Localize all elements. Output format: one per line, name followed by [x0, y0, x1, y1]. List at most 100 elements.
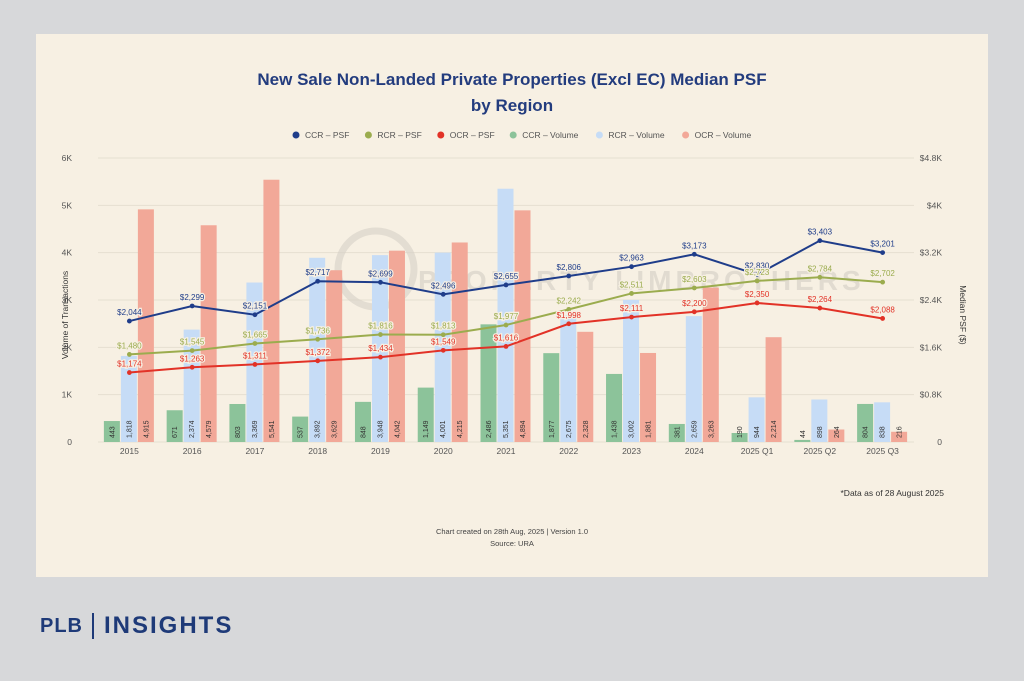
line-value-label: $1,816	[368, 322, 393, 331]
bar-value-label: 5,541	[269, 420, 276, 438]
chart-title: New Sale Non-Landed Private Properties (…	[257, 70, 766, 89]
legend-marker	[682, 131, 690, 139]
line-point	[691, 251, 697, 257]
line-point	[503, 343, 509, 349]
line-value-label: $2,830	[745, 262, 770, 271]
x-tick-label: 2025 Q3	[866, 446, 899, 456]
bar-ccr-volume	[229, 403, 246, 442]
bar-value-label: 3,629	[332, 420, 339, 438]
line-value-label: $1,434	[368, 344, 393, 353]
line-point	[691, 285, 697, 291]
line-value-label: $1,549	[431, 337, 456, 346]
line-point	[378, 332, 383, 337]
line-point	[126, 318, 132, 324]
line-point	[817, 305, 823, 311]
line-value-label: $2,511	[620, 280, 644, 289]
bar-value-label: 1,881	[646, 420, 653, 438]
x-tick-label: 2020	[434, 446, 453, 456]
x-tick-label: 2018	[308, 446, 327, 456]
line-value-label: $2,350	[745, 290, 770, 299]
brand-divider	[92, 613, 94, 639]
bar-rcr-volume	[874, 402, 891, 442]
line-value-label: $2,264	[808, 295, 833, 304]
bar-rcr-volume	[685, 316, 702, 442]
line-value-label: $2,242	[557, 296, 582, 305]
bar-value-label: 1,877	[549, 420, 556, 438]
bar-ocr-volume	[702, 287, 719, 442]
x-tick-label: 2021	[497, 446, 516, 456]
line-point	[189, 348, 195, 353]
bar-value-label: 2,486	[486, 420, 493, 438]
bar-value-label: 848	[360, 426, 367, 438]
bar-value-label: 2,214	[771, 420, 778, 438]
line-point	[378, 279, 383, 285]
line-value-label: $2,200	[682, 299, 707, 308]
bar-ccr-volume	[606, 373, 623, 442]
line-value-label: $2,963	[619, 254, 644, 263]
y-right-tick-label: $2.4K	[920, 295, 943, 305]
bar-value-label: 44	[800, 430, 807, 438]
line-point	[378, 354, 383, 360]
line-point	[629, 314, 634, 320]
line-value-label: $2,088	[870, 305, 895, 314]
line-value-label: $1,977	[494, 312, 519, 321]
x-tick-label: 2023	[622, 446, 641, 456]
footer-source: Source: URA	[490, 539, 534, 548]
bar-ccr-volume	[543, 353, 560, 442]
bar-value-label: 4,215	[457, 420, 464, 438]
bar-value-label: 3,369	[252, 420, 259, 438]
line-point	[817, 274, 823, 280]
line-point	[252, 312, 258, 318]
bar-value-label: 537	[298, 426, 305, 438]
line-point	[126, 370, 132, 375]
y-left-tick-label: 3K	[62, 295, 73, 305]
line-value-label: $1,545	[180, 338, 205, 347]
line-value-label: $1,480	[117, 341, 142, 350]
x-tick-label: 2022	[559, 446, 578, 456]
legend-label: RCR – PSF	[377, 130, 421, 140]
line-value-label: $1,263	[180, 354, 205, 363]
bar-value-label: 944	[754, 426, 761, 438]
legend-marker	[292, 131, 300, 139]
brand-logo: PLB INSIGHTS	[40, 611, 233, 641]
bar-value-label: 804	[863, 426, 870, 438]
bar-value-label: 4,001	[440, 420, 447, 438]
chart-subtitle: by Region	[471, 96, 553, 115]
line-value-label: $2,496	[431, 281, 456, 290]
line-point	[566, 306, 572, 312]
line-point	[691, 309, 697, 315]
bar-rcr-volume	[183, 329, 200, 442]
bar-value-label: 3,263	[708, 420, 715, 438]
x-tick-label: 2016	[183, 446, 202, 456]
legend-label: OCR – PSF	[450, 130, 495, 140]
y-left-tick-label: 2K	[62, 342, 73, 352]
line-value-label: $2,784	[808, 264, 833, 273]
bar-ccr-volume	[794, 439, 811, 442]
line-value-label: $2,723	[745, 268, 770, 277]
y-left-tick-label: 4K	[62, 248, 73, 258]
bar-value-label: 898	[817, 426, 824, 438]
line-point	[440, 332, 446, 338]
y-left-tick-label: 5K	[62, 200, 73, 210]
bar-value-label: 5,351	[503, 420, 510, 438]
line-point	[566, 273, 572, 279]
bar-value-label: 1,818	[126, 420, 133, 438]
bar-value-label: 264	[834, 426, 841, 438]
y-right-tick-label: $1.6K	[920, 342, 943, 352]
line-point	[629, 291, 634, 296]
line-value-label: $3,173	[682, 241, 707, 250]
line-point	[629, 264, 634, 270]
x-tick-label: 2019	[371, 446, 390, 456]
bar-ocr-volume	[891, 431, 908, 442]
bar-rcr-volume	[560, 315, 577, 442]
line-point	[440, 347, 446, 353]
line-point	[315, 278, 321, 284]
bar-ccr-volume	[166, 410, 183, 442]
x-tick-label: 2025 Q2	[804, 446, 837, 456]
line-point	[440, 291, 446, 297]
bar-value-label: 3,948	[377, 420, 384, 438]
line-point	[252, 362, 258, 367]
bar-ocr-volume	[200, 225, 217, 442]
line-point	[252, 341, 258, 346]
line-value-label: $2,702	[870, 269, 895, 278]
